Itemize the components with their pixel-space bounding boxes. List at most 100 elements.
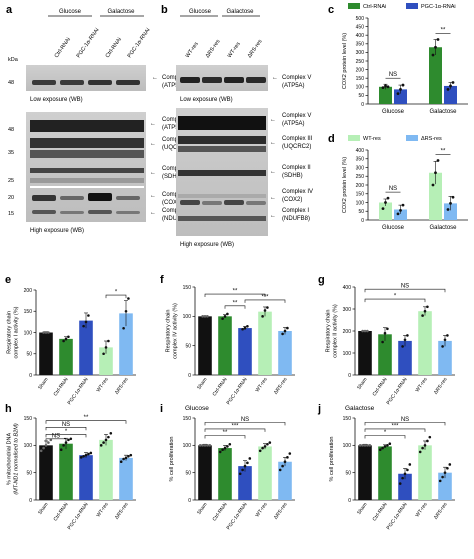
bar-f-3 — [258, 311, 272, 375]
point-c-1-1-1 — [449, 84, 452, 88]
bar-i-3 — [258, 446, 272, 500]
svg-text:Complex I: Complex I — [162, 208, 189, 214]
point-h-0-1 — [42, 446, 45, 450]
point-h-4-1 — [122, 457, 125, 461]
caption-b-high: High exposure (WB) — [180, 242, 234, 248]
legend-swatch-d-0 — [348, 135, 360, 141]
point-j-1-1 — [381, 446, 384, 450]
y-tick-label-d-1: 50 — [358, 209, 364, 215]
sig-line-f-0 — [204, 293, 266, 298]
x-tick-label-f-2: PGC-1α-RNAi — [226, 377, 249, 406]
y-tick-label-g-0: 0 — [348, 373, 351, 379]
chart-c: c 0 50 100 150 200 250 300 350 400 450 500 COX2 prot… — [328, 3, 468, 115]
point-d-1-1-1 — [449, 201, 452, 205]
point-i-0-3 — [206, 444, 209, 447]
point-j-1-0 — [378, 448, 382, 452]
x-tick-label-j-3: WT-res — [414, 501, 428, 518]
bar-f-1 — [218, 316, 232, 375]
bar-f-2 — [238, 328, 252, 375]
bar-h-2 — [79, 455, 93, 500]
x-tick-label-h-2: PGC-1α-RNAi — [67, 502, 90, 531]
y-tick-label-c-5: 250 — [356, 59, 365, 65]
panel-label-d: d — [328, 133, 335, 145]
svg-text:←: ← — [150, 210, 156, 216]
y-tick-label-h-3: 150 — [24, 416, 33, 422]
sig-label-i-0: NS — [241, 417, 249, 423]
chart-d: d 0 50 100 150 200 250 300 350 400 COX2 protein le… — [328, 133, 468, 231]
bar-e-1 — [59, 338, 73, 375]
sig-line-i-2 — [204, 435, 246, 439]
point-f-2-1 — [243, 326, 247, 330]
point-g-2-1 — [403, 338, 407, 342]
point-h-4-2 — [124, 456, 128, 460]
point-g-0-0 — [361, 329, 364, 333]
svg-text:(NDUFB8): (NDUFB8) — [282, 216, 310, 222]
point-g-3-0 — [421, 314, 424, 317]
sig-line-h-2 — [45, 434, 87, 438]
panel-a: a Glucose Galactose Ctrl-RNAi PGC-1α-RNA… — [6, 4, 193, 234]
y-label-c-0: COX2 protein level (%) — [342, 33, 348, 89]
point-i-1-3 — [226, 445, 229, 448]
panel-label-e: e — [5, 274, 11, 286]
bar-h-4 — [119, 457, 133, 500]
x-tick-label-e-1: Ctrl-RNAi — [53, 377, 70, 398]
point-j-0-0 — [358, 444, 362, 447]
y-tick-label-f-3: 150 — [183, 285, 192, 291]
y-tick-label-e-1: 50 — [26, 352, 32, 358]
point-i-3-4 — [268, 441, 272, 444]
bar-h-1 — [59, 443, 73, 500]
x-tick-label-j-4: ΔRS-res — [433, 501, 449, 520]
sig-label-j-2: * — [384, 430, 387, 436]
y-tick-label-d-5: 250 — [356, 174, 365, 180]
x-tick-label-i-3: WT-res — [254, 501, 268, 518]
bar-f-0 — [198, 316, 212, 375]
x-tick-label-e-0: Sham — [37, 377, 49, 391]
svg-text:←: ← — [270, 140, 276, 146]
panel-label-h: h — [5, 403, 12, 415]
y-tick-label-c-9: 450 — [356, 24, 365, 30]
panel-label-g: g — [318, 274, 325, 286]
x-tick-label-f-1: Ctrl-RNAi — [212, 377, 229, 398]
point-d-1-1-0 — [446, 208, 450, 211]
y-tick-label-f-0: 0 — [188, 373, 191, 379]
sig-label-e-0: * — [115, 290, 118, 296]
point-c-1-0-0 — [431, 53, 435, 57]
y-tick-label-g-4: 400 — [343, 285, 352, 291]
point-g-4-2 — [446, 334, 449, 337]
point-e-1-0 — [62, 339, 65, 343]
point-g-1-2 — [386, 327, 389, 331]
group-label-glucose-a: Glucose — [59, 9, 82, 15]
sig-label-c-0: NS — [389, 72, 397, 78]
point-f-3-1 — [263, 309, 267, 312]
x-tick-label-i-4: ΔRS-res — [273, 501, 289, 520]
lane-label-b-3: WT-res — [227, 41, 242, 59]
point-h-4-0 — [119, 460, 123, 464]
point-j-4-1 — [441, 475, 444, 479]
point-j-4-0 — [438, 479, 442, 483]
point-c-1-1-0 — [446, 87, 450, 91]
point-h-1-1 — [62, 444, 65, 447]
point-h-2-0 — [79, 456, 83, 459]
point-d-1-0-0 — [431, 183, 435, 187]
svg-text:(SDHB): (SDHB) — [162, 174, 183, 180]
panel-label-j: j — [317, 403, 321, 415]
point-i-0-2 — [203, 444, 207, 447]
svg-text:←: ← — [150, 121, 156, 127]
point-i-1-4 — [228, 442, 232, 446]
legend-label-d-0: WT-res — [363, 136, 381, 142]
point-f-4-0 — [281, 332, 284, 336]
sig-label-i-2: ** — [223, 430, 228, 436]
x-tick-label-h-0: Sham — [37, 502, 49, 516]
point-f-1-0 — [221, 317, 224, 320]
point-i-4-4 — [288, 452, 292, 455]
bar-g-3 — [418, 311, 432, 375]
sig-label-i-1: *** — [231, 423, 239, 429]
y-label-i-0: % cell proliferation — [169, 437, 175, 482]
panel-label-c: c — [328, 4, 334, 16]
protein-label-b-low-1: Complex V — [282, 75, 311, 81]
sig-label-g-1: * — [394, 294, 397, 300]
point-j-3-0 — [418, 450, 422, 454]
x-tick-label-f-3: WT-res — [254, 376, 268, 393]
point-d-1-0-1 — [434, 171, 437, 175]
y-tick-label-c-3: 150 — [356, 76, 365, 82]
